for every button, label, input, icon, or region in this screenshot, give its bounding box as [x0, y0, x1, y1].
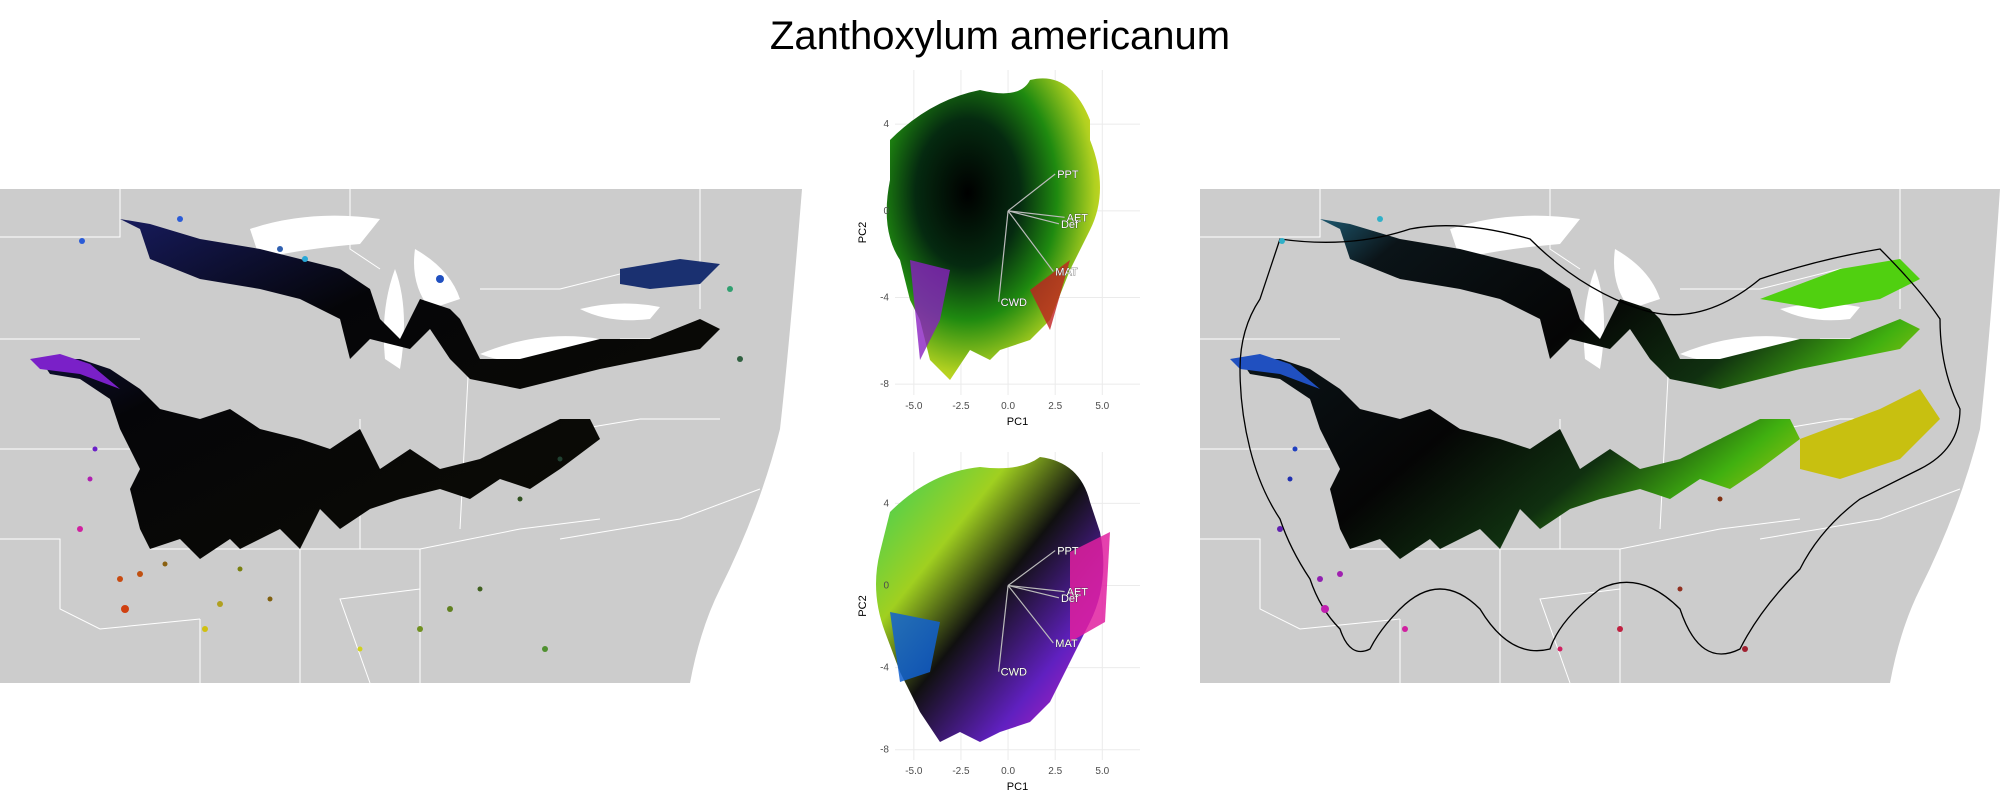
y-tick-label: 4: [883, 498, 889, 509]
pca-top-axes: -5.0 -2.5 0.0 2.5 5.0 4 0 -4 -8 PC1 PC2: [857, 119, 1110, 428]
loading-arrow-cwd: [998, 210, 1009, 302]
pca-bottom-axes: -5.0 -2.5 0.0 2.5 5.0 4 0 -4 -8 PC1 PC2: [857, 498, 1110, 793]
y-tick-label: -4: [880, 663, 889, 674]
loading-label-ppt: PPT: [1057, 546, 1079, 558]
x-tick-label: -5.0: [905, 401, 923, 412]
right-range-map: [1200, 189, 2000, 683]
left-map-canvas: [0, 189, 802, 683]
loading-arrow-aet: [1008, 210, 1065, 218]
x-tick-label: -2.5: [952, 766, 970, 777]
outlier-points-right: [1277, 216, 1748, 652]
x-tick-label: 5.0: [1095, 401, 1109, 412]
loading-arrow-mat: [1007, 210, 1054, 272]
y-axis-label: PC2: [857, 595, 869, 616]
loading-arrow-def: [1007, 210, 1060, 225]
y-tick-label: -8: [880, 745, 889, 756]
x-tick-label: 0.0: [1001, 766, 1015, 777]
pca-bottom-blue-region: [890, 612, 940, 682]
x-tick-label: -5.0: [905, 766, 923, 777]
pca-bottom-pink-region: [1070, 532, 1110, 642]
loading-label-def: Def: [1061, 219, 1079, 231]
outlier-points: [77, 216, 743, 652]
loading-label-mat: MAT: [1055, 267, 1078, 279]
pca-plot-bottom: PPT AET Def MAT CWD -5.0 -2.5 0.0 2.5 5.0 4 0 -4 -8 P…: [850, 442, 1150, 800]
range-polygon: [40, 219, 720, 559]
state-boundaries: [0, 189, 761, 683]
x-axis-label: PC1: [1007, 416, 1028, 428]
x-tick-label: 0.0: [1001, 401, 1015, 412]
loading-arrow-mat: [1007, 585, 1054, 644]
atlantic-ocean-right: [1890, 189, 2000, 683]
pca-top-red-region: [1030, 260, 1070, 330]
loading-label-mat: MAT: [1055, 638, 1078, 650]
right-map-canvas: [1200, 189, 2000, 683]
y-tick-label: -4: [880, 293, 889, 304]
y-tick-label: 0: [883, 206, 889, 217]
x-axis-label: PC1: [1007, 781, 1028, 793]
green-northeast-region: [1760, 259, 1920, 309]
x-tick-label: -2.5: [952, 401, 970, 412]
loading-arrow-ppt: [1007, 173, 1056, 212]
loading-label-def: Def: [1061, 593, 1079, 605]
figure-title: Zanthoxylum americanum: [769, 14, 1231, 58]
y-tick-label: 0: [883, 580, 889, 591]
yellow-coastal-region: [1800, 389, 1940, 479]
pca-bottom-point-cloud: [876, 457, 1104, 742]
range-polygon-right: [1240, 219, 1920, 559]
loading-arrow-ppt: [1007, 550, 1056, 586]
range-hull: [1239, 225, 1961, 655]
loading-arrow-def: [1007, 584, 1060, 599]
x-tick-label: 5.0: [1095, 766, 1109, 777]
pca-plot-top: PPT AET Def MAT CWD -5.0 -2.5 0.0 2.5 5.0 4 0 -4 -8 P…: [850, 60, 1150, 435]
loading-label-ppt: PPT: [1057, 169, 1079, 181]
left-range-map: [0, 189, 802, 683]
x-tick-label: 2.5: [1048, 401, 1062, 412]
loading-label-aet: AET: [1067, 212, 1089, 224]
loading-label-cwd: CWD: [1001, 667, 1027, 679]
y-axis-label: PC2: [857, 222, 869, 243]
atlantic-ocean: [690, 189, 802, 683]
western-range-edge: [30, 354, 120, 389]
northeast-range-patch: [620, 259, 720, 289]
loading-label-aet: AET: [1067, 587, 1089, 599]
pca-top-purple-region: [910, 260, 950, 360]
y-tick-label: 4: [883, 119, 889, 130]
loading-arrow-cwd: [998, 585, 1009, 672]
y-tick-label: -8: [880, 379, 889, 390]
western-range-edge-right: [1230, 354, 1320, 389]
x-tick-label: 2.5: [1048, 766, 1062, 777]
loading-label-cwd: CWD: [1001, 297, 1027, 309]
loading-arrow-aet: [1008, 584, 1065, 593]
